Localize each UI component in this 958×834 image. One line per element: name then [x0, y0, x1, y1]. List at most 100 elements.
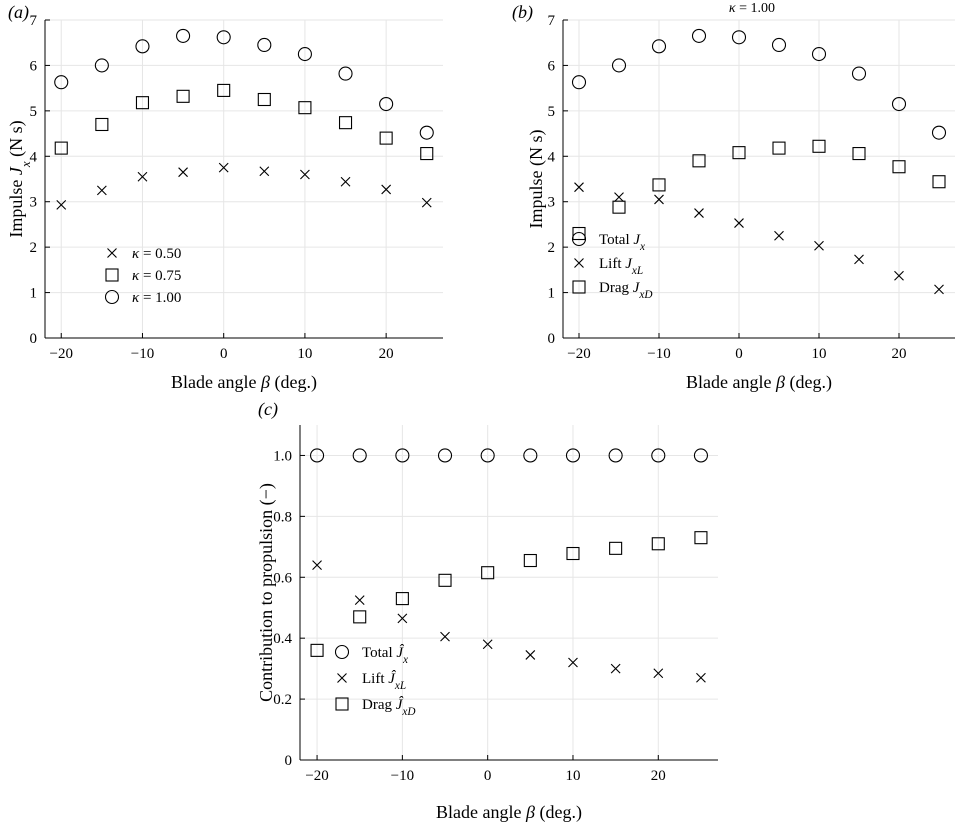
data-point	[480, 448, 495, 463]
legend-marker	[107, 248, 117, 258]
x-tick-label: −20	[567, 346, 590, 362]
data-point	[694, 208, 704, 218]
legend: κ = 0.50 κ = 0.75 κ = 1.00	[104, 246, 181, 306]
data-point	[96, 185, 107, 196]
data-point	[259, 166, 270, 177]
legend-label: Drag ĴxD	[362, 696, 416, 718]
series-1	[574, 182, 944, 295]
data-point	[54, 75, 69, 90]
legend: Total Jx Lift JxL Drag JxD	[571, 231, 653, 301]
legend-marker	[571, 231, 587, 247]
data-point	[395, 592, 409, 606]
data-point	[54, 141, 68, 155]
series-1	[54, 83, 434, 161]
data-point	[178, 167, 188, 178]
data-point	[352, 448, 367, 463]
legend-label: Total Ĵx	[362, 644, 408, 666]
y-tick-label: 6	[548, 58, 556, 74]
data-point	[481, 566, 495, 580]
data-point	[379, 131, 393, 145]
legend: Total Ĵx Lift ĴxL Drag ĴxD	[334, 644, 416, 718]
data-point	[651, 448, 666, 463]
y-tick-label: 3	[30, 195, 38, 211]
data-point	[565, 448, 581, 463]
data-point	[257, 37, 272, 53]
y-tick-label: 0.2	[273, 692, 292, 708]
x-tick-label: −10	[647, 346, 670, 362]
data-point	[572, 226, 586, 241]
y-tick-label: 0	[548, 331, 556, 347]
data-point	[338, 66, 353, 81]
data-point	[568, 657, 578, 668]
data-point	[525, 650, 536, 660]
legend-label: Drag JxD	[599, 280, 653, 301]
chart-panel-a: −20 −10 0 10 20 0 1 2 3 4 5 6 7(a) Blade angle β (deg…	[6, 2, 443, 393]
data-point	[611, 58, 627, 73]
data-point	[566, 546, 580, 561]
y-tick-label: 0	[285, 753, 293, 769]
data-point	[574, 182, 584, 193]
data-point	[771, 37, 787, 53]
data-point	[851, 66, 867, 81]
x-tick-label: −10	[391, 768, 414, 784]
series-2	[54, 28, 434, 140]
legend-marker	[104, 289, 120, 305]
series-0	[56, 162, 432, 210]
x-tick-label: 0	[735, 346, 743, 362]
x-tick-label: −10	[131, 346, 154, 362]
data-point	[135, 96, 150, 110]
data-point	[654, 194, 664, 205]
data-point	[932, 175, 946, 189]
data-point	[894, 270, 904, 281]
data-point	[693, 448, 708, 463]
data-point	[310, 448, 325, 463]
grid	[45, 19, 443, 339]
data-point	[892, 160, 906, 174]
data-point	[612, 200, 626, 214]
x-tick-label: 10	[565, 768, 580, 784]
y-tick-label: 1.0	[273, 448, 292, 464]
data-point	[419, 125, 434, 140]
x-tick-label: −20	[305, 768, 328, 784]
x-tick-label: 20	[651, 768, 666, 784]
series-2	[572, 139, 946, 241]
data-point	[257, 92, 271, 107]
data-point	[94, 58, 109, 73]
legend-marker	[337, 673, 347, 683]
y-tick-label: 0	[30, 331, 38, 347]
data-point	[609, 541, 623, 555]
y-tick-label: 7	[30, 13, 38, 29]
data-point	[811, 47, 827, 62]
x-tick-label: −20	[50, 346, 73, 362]
panel-label: (c)	[258, 399, 278, 420]
data-point	[651, 537, 665, 551]
data-point	[614, 192, 624, 203]
panel-label: (a)	[8, 2, 29, 23]
data-point	[692, 154, 706, 168]
data-point	[734, 218, 744, 228]
legend-label: Total Jx	[599, 232, 645, 253]
data-point	[931, 125, 947, 140]
data-point	[176, 28, 191, 43]
axes	[299, 425, 718, 761]
data-point	[523, 553, 537, 568]
y-tick-label: 3	[548, 195, 556, 211]
data-point	[354, 595, 365, 606]
y-tick-label: 5	[30, 104, 38, 120]
legend-marker	[335, 697, 349, 711]
data-point	[651, 39, 667, 54]
series-0	[310, 448, 708, 463]
legend-label: κ = 1.00	[132, 290, 181, 306]
data-point	[691, 28, 707, 43]
data-point	[395, 448, 410, 463]
data-point	[338, 116, 353, 130]
x-tick-label: 10	[297, 346, 312, 362]
x-tick-label: 0	[220, 346, 228, 362]
legend-marker	[572, 280, 586, 294]
data-point	[381, 184, 392, 195]
x-tick-label: 0	[484, 768, 492, 784]
series-1	[312, 560, 706, 683]
y-tick-label: 7	[548, 13, 556, 29]
panel-label: (b)	[512, 2, 533, 23]
data-point	[298, 101, 312, 115]
